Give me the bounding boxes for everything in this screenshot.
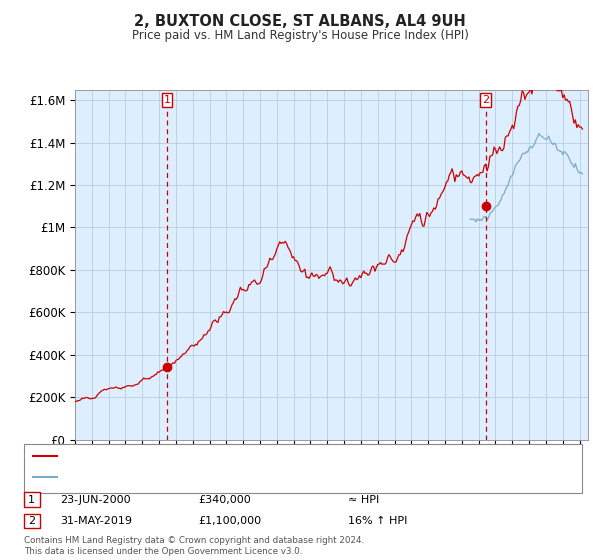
Text: 1: 1 — [28, 494, 35, 505]
Text: 16% ↑ HPI: 16% ↑ HPI — [348, 516, 407, 526]
Text: 2, BUXTON CLOSE, ST ALBANS, AL4 9UH: 2, BUXTON CLOSE, ST ALBANS, AL4 9UH — [134, 14, 466, 29]
Text: 2, BUXTON CLOSE, ST ALBANS, AL4 9UH (detached house): 2, BUXTON CLOSE, ST ALBANS, AL4 9UH (det… — [63, 451, 368, 461]
Text: 23-JUN-2000: 23-JUN-2000 — [60, 494, 131, 505]
Text: 31-MAY-2019: 31-MAY-2019 — [60, 516, 132, 526]
Text: 2: 2 — [482, 95, 489, 105]
Text: ≈ HPI: ≈ HPI — [348, 494, 379, 505]
Text: HPI: Average price, detached house, St Albans: HPI: Average price, detached house, St A… — [63, 472, 305, 482]
Text: Contains HM Land Registry data © Crown copyright and database right 2024.
This d: Contains HM Land Registry data © Crown c… — [24, 536, 364, 556]
Text: £1,100,000: £1,100,000 — [198, 516, 261, 526]
Text: 1: 1 — [164, 95, 170, 105]
Text: £340,000: £340,000 — [198, 494, 251, 505]
Text: Price paid vs. HM Land Registry's House Price Index (HPI): Price paid vs. HM Land Registry's House … — [131, 29, 469, 42]
Text: 2: 2 — [28, 516, 35, 526]
